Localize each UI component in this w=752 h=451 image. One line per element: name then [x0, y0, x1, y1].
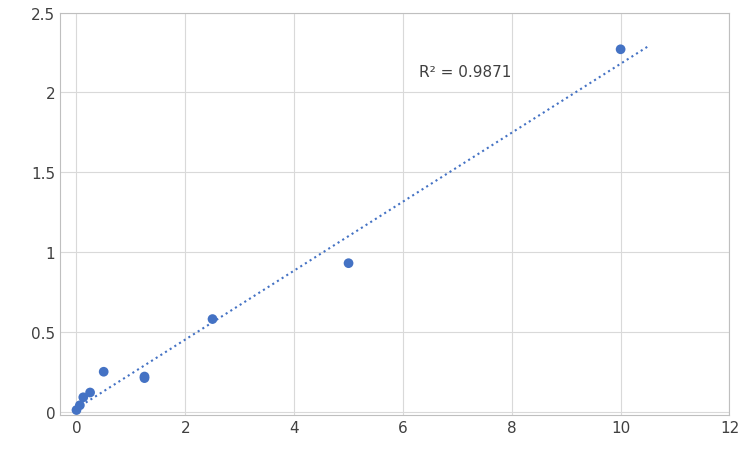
Point [74, 402, 86, 409]
Text: R² = 0.9871: R² = 0.9871 [420, 65, 511, 80]
Point [138, 375, 150, 382]
Point [84, 389, 96, 396]
Point [77, 394, 89, 401]
Point [342, 260, 354, 267]
Point [614, 46, 626, 54]
Point [207, 316, 219, 323]
Point [138, 373, 150, 380]
Point [98, 368, 110, 376]
Point [71, 406, 83, 414]
